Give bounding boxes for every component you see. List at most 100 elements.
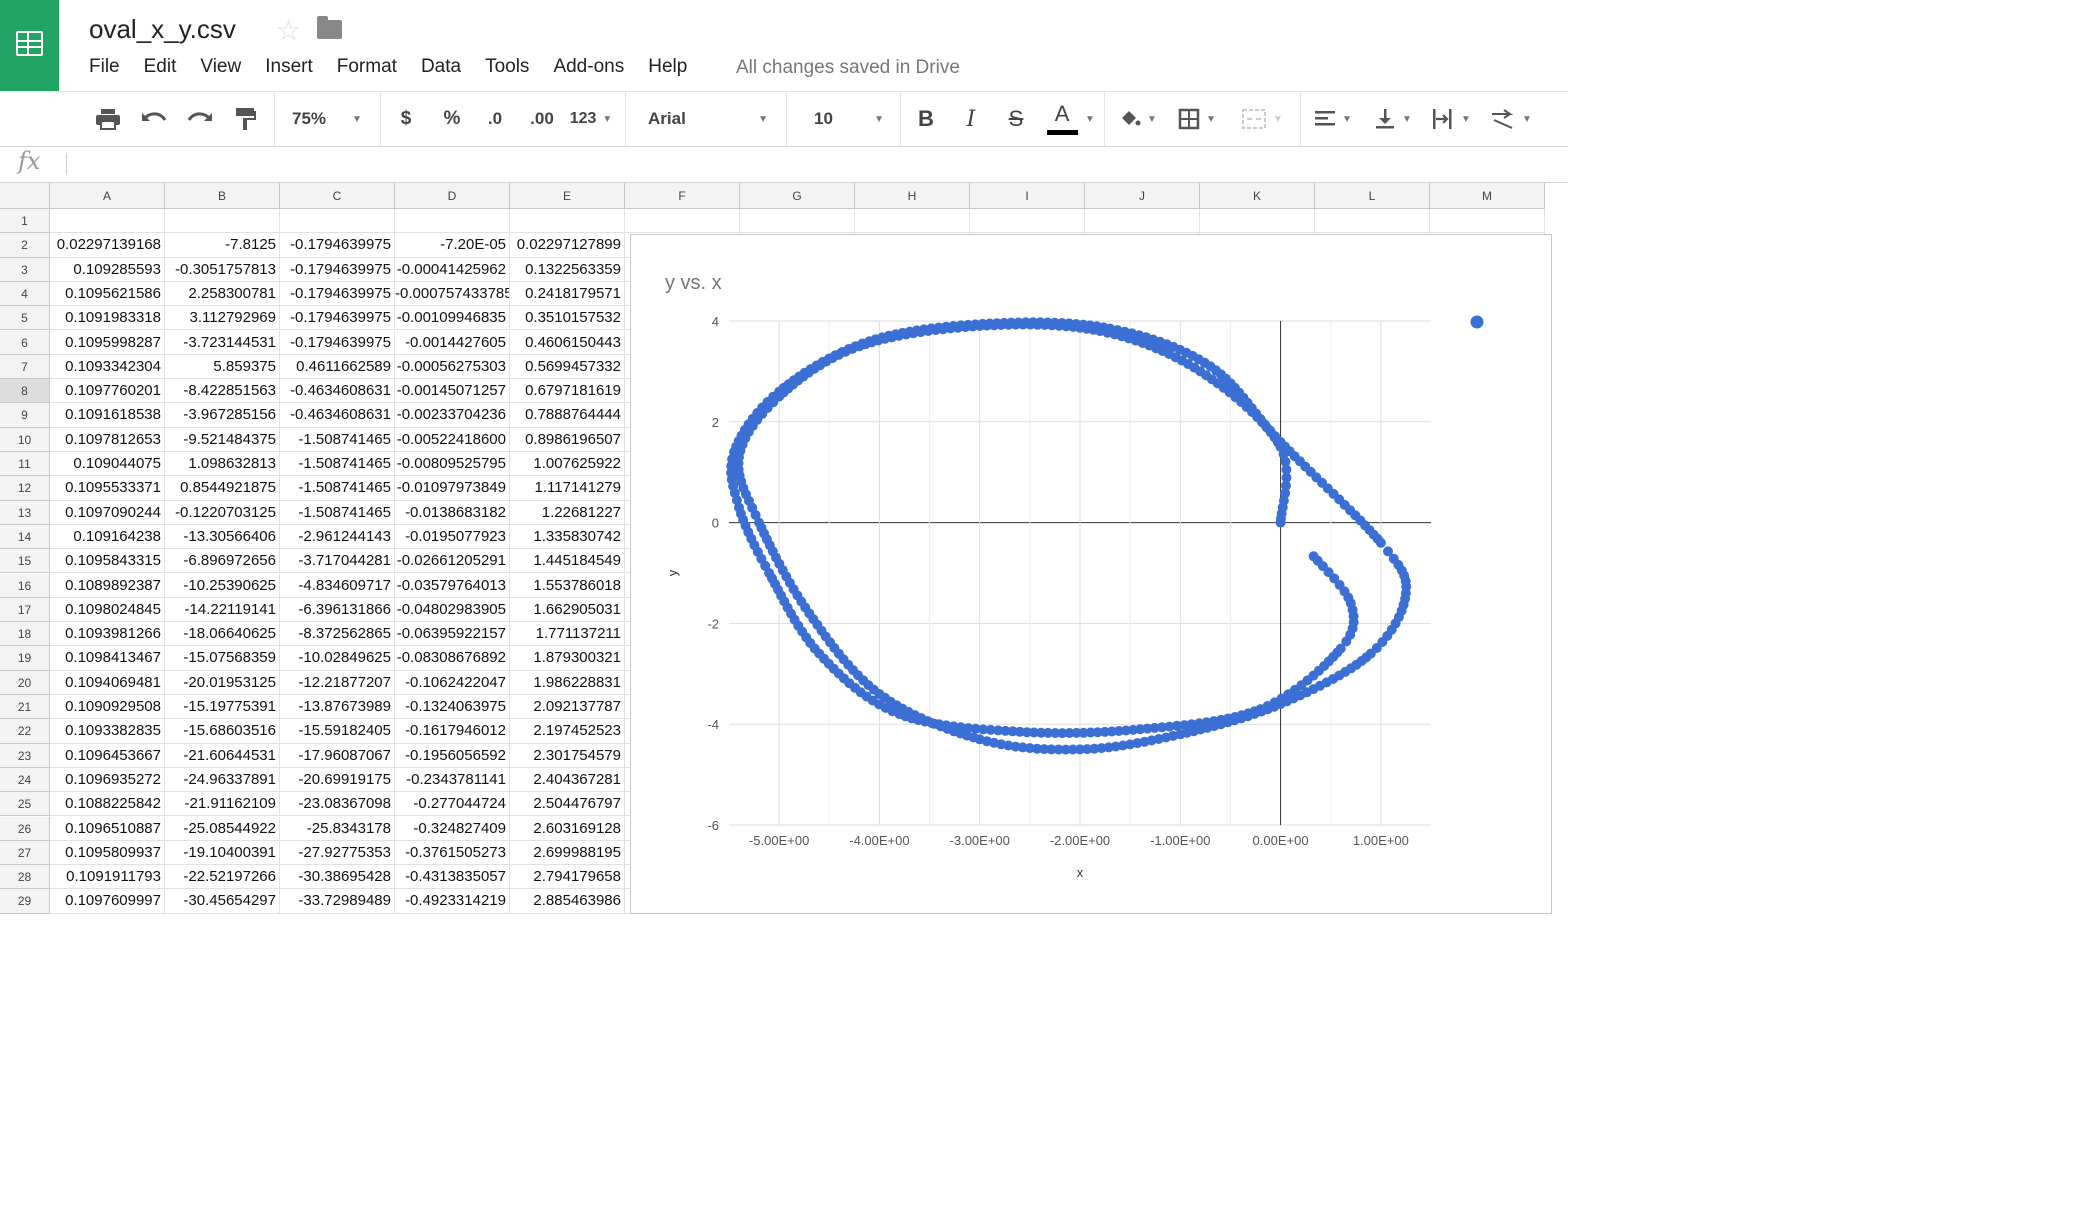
menu-addons[interactable]: Add-ons	[553, 56, 625, 77]
cell-b25[interactable]: -21.91162109	[165, 792, 280, 817]
cell-c18[interactable]: -8.372562865	[280, 622, 395, 647]
menu-edit[interactable]: Edit	[143, 56, 177, 77]
cell-b5[interactable]: 3.112792969	[165, 306, 280, 331]
column-header-d[interactable]: D	[395, 183, 510, 209]
cell-c17[interactable]: -6.396131866	[280, 597, 395, 623]
cell-d20[interactable]: -0.1062422047	[395, 670, 510, 695]
row-header[interactable]: 12	[0, 476, 50, 501]
cell-a4[interactable]: 0.1095621586	[50, 281, 165, 307]
row-header[interactable]: 18	[0, 622, 50, 647]
cell-c8[interactable]: -0.4634608631	[280, 379, 395, 404]
cell-e12[interactable]: 1.117141279	[510, 476, 625, 501]
select-all-corner[interactable]	[0, 183, 50, 209]
cell-e24[interactable]: 2.404367281	[510, 767, 625, 793]
row-header[interactable]: 4	[0, 281, 50, 307]
menu-format[interactable]: Format	[336, 56, 397, 77]
cell-a23[interactable]: 0.1096453667	[50, 743, 165, 768]
cell-c4[interactable]: -0.1794639975	[280, 281, 395, 307]
column-header-j[interactable]: J	[1085, 183, 1200, 209]
row-header[interactable]: 29	[0, 889, 50, 914]
text-rotation-button[interactable]: ▼	[1486, 92, 1536, 146]
cell-c26[interactable]: -25.8343178	[280, 816, 395, 841]
cell-a21[interactable]: 0.1090929508	[50, 695, 165, 720]
cell-e9[interactable]: 0.7888764444	[510, 403, 625, 428]
cell-b10[interactable]: -9.521484375	[165, 427, 280, 452]
cell-e22[interactable]: 2.197452523	[510, 719, 625, 744]
cell-d18[interactable]: -0.06395922157	[395, 622, 510, 647]
cell-a7[interactable]: 0.1093342304	[50, 354, 165, 380]
row-header[interactable]: 8	[0, 379, 50, 404]
sheets-logo[interactable]	[0, 0, 59, 91]
cell-c29[interactable]: -33.72989489	[280, 889, 395, 914]
cell-b27[interactable]: -19.10400391	[165, 840, 280, 866]
cell-c22[interactable]: -15.59182405	[280, 719, 395, 744]
cell-e25[interactable]: 2.504476797	[510, 792, 625, 817]
cell-e29[interactable]: 2.885463986	[510, 889, 625, 914]
cell-b12[interactable]: 0.8544921875	[165, 476, 280, 501]
cell-a20[interactable]: 0.1094069481	[50, 670, 165, 695]
cell-d22[interactable]: -0.1617946012	[395, 719, 510, 744]
cell-c10[interactable]: -1.508741465	[280, 427, 395, 452]
cell-b23[interactable]: -21.60644531	[165, 743, 280, 768]
cell-d25[interactable]: -0.277044724	[395, 792, 510, 817]
cell-e13[interactable]: 1.22681227	[510, 500, 625, 525]
cell-b26[interactable]: -25.08544922	[165, 816, 280, 841]
cell-d19[interactable]: -0.08308676892	[395, 646, 510, 671]
cell-b6[interactable]: -3.723144531	[165, 330, 280, 355]
cell-e7[interactable]: 0.5699457332	[510, 354, 625, 380]
row-header[interactable]: 20	[0, 670, 50, 695]
cell-a13[interactable]: 0.1097090244	[50, 500, 165, 525]
cell-d9[interactable]: -0.00233704236	[395, 403, 510, 428]
column-header-k[interactable]: K	[1200, 183, 1315, 209]
cell-a10[interactable]: 0.1097812653	[50, 427, 165, 452]
cell-b18[interactable]: -18.06640625	[165, 622, 280, 647]
cell-c11[interactable]: -1.508741465	[280, 452, 395, 477]
cell-b14[interactable]: -13.30566406	[165, 524, 280, 550]
cell-e28[interactable]: 2.794179658	[510, 865, 625, 890]
row-header[interactable]: 6	[0, 330, 50, 355]
embedded-chart[interactable]: y vs. x 4 2 0 -2 -4 -6 -5.00E+00 -4.00E+00 -3.00E…	[630, 234, 1552, 914]
cell-e5[interactable]: 0.3510157532	[510, 306, 625, 331]
cell-b29[interactable]: -30.45654297	[165, 889, 280, 914]
cell-d29[interactable]: -0.4923314219	[395, 889, 510, 914]
cell-d28[interactable]: -0.4313835057	[395, 865, 510, 890]
star-icon[interactable]: ☆	[276, 15, 302, 46]
strikethrough-icon[interactable]: S	[1008, 106, 1024, 131]
cell-e19[interactable]: 1.879300321	[510, 646, 625, 671]
menu-view[interactable]: View	[200, 56, 242, 77]
menu-data[interactable]: Data	[420, 56, 462, 77]
cell-a26[interactable]: 0.1096510887	[50, 816, 165, 841]
row-header[interactable]: 25	[0, 792, 50, 817]
column-header-f[interactable]: F	[625, 183, 740, 209]
row-header[interactable]: 17	[0, 597, 50, 623]
cell-d13[interactable]: -0.0138683182	[395, 500, 510, 525]
row-header[interactable]: 3	[0, 257, 50, 282]
cell-a24[interactable]: 0.1096935272	[50, 767, 165, 793]
align-button[interactable]: ▼	[1308, 92, 1358, 146]
cell-c21[interactable]: -13.87673989	[280, 695, 395, 720]
row-header[interactable]: 27	[0, 840, 50, 866]
row-header[interactable]: 28	[0, 865, 50, 890]
cell-e21[interactable]: 2.092137787	[510, 695, 625, 720]
row-header[interactable]: 23	[0, 743, 50, 768]
row-header[interactable]: 16	[0, 573, 50, 598]
cell-c9[interactable]: -0.4634608631	[280, 403, 395, 428]
row-header[interactable]: 22	[0, 719, 50, 744]
decrease-decimal-button[interactable]: .0	[480, 92, 510, 146]
cell-c27[interactable]: -27.92775353	[280, 840, 395, 866]
cell-c13[interactable]: -1.508741465	[280, 500, 395, 525]
cell-a16[interactable]: 0.1089892387	[50, 573, 165, 598]
cell-a9[interactable]: 0.1091618538	[50, 403, 165, 428]
cell-b28[interactable]: -22.52197266	[165, 865, 280, 890]
cell-a12[interactable]: 0.1095533371	[50, 476, 165, 501]
cell-a3[interactable]: 0.109285593	[50, 257, 165, 282]
cell-d24[interactable]: -0.2343781141	[395, 767, 510, 793]
cell-b22[interactable]: -15.68603516	[165, 719, 280, 744]
cell-a29[interactable]: 0.1097609997	[50, 889, 165, 914]
cell-d17[interactable]: -0.04802983905	[395, 597, 510, 623]
cell-d11[interactable]: -0.00809525795	[395, 452, 510, 477]
save-status[interactable]: All changes saved in Drive	[736, 57, 960, 78]
cell-a5[interactable]: 0.1091983318	[50, 306, 165, 331]
cell-a6[interactable]: 0.1095998287	[50, 330, 165, 355]
cell-e8[interactable]: 0.6797181619	[510, 379, 625, 404]
